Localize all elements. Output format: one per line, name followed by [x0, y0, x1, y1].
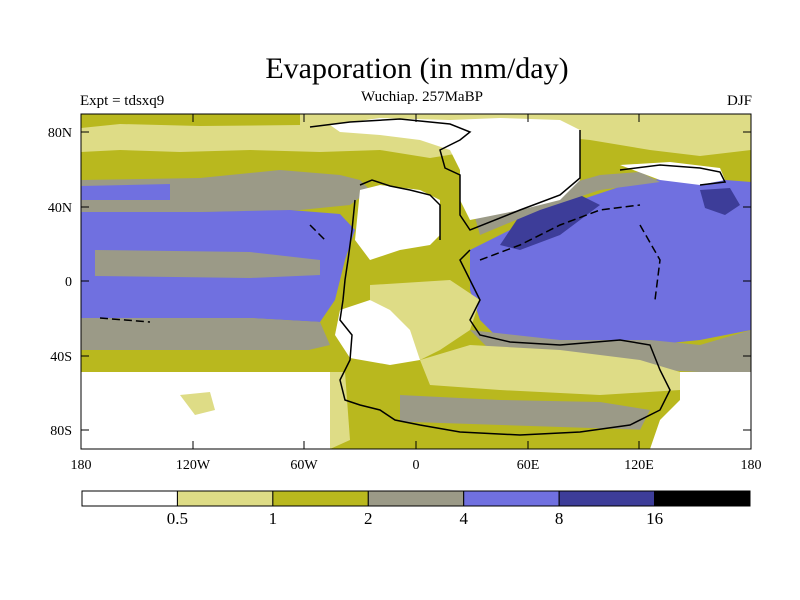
island-arc-panthalassa	[99, 317, 151, 323]
colorbar-swatch	[463, 490, 560, 507]
season-label: DJF	[726, 93, 752, 109]
island-arc-west	[309, 224, 326, 241]
lat-label-0: 0	[65, 275, 72, 290]
colorbar: 0.5 1 2 4 8 16	[81, 490, 751, 528]
lon-label-180w: 180	[71, 458, 92, 473]
field-small-patch	[180, 392, 215, 415]
colorbar-swatch	[81, 490, 178, 507]
coast-siberia	[619, 164, 727, 186]
field-tethys-grey	[470, 172, 660, 235]
longitude-ticks	[80, 114, 752, 449]
island-arc-tethys	[479, 204, 641, 261]
field-south-pale	[420, 345, 680, 395]
field-tethys-dark-blue	[500, 195, 600, 250]
field-sh-olive-west	[81, 350, 330, 372]
colorbar-swatch	[176, 490, 274, 507]
colorbar-swatch	[272, 490, 369, 507]
colorbar-swatch	[654, 490, 751, 507]
field-arctic-strip	[81, 114, 300, 128]
lon-label-60w: 60W	[290, 458, 318, 473]
colorbar-label: 8	[555, 509, 564, 528]
lat-label-40s: 40S	[50, 350, 72, 365]
island-arc-east	[639, 224, 661, 301]
island-arcs	[99, 204, 661, 323]
field-antarctic-edge	[330, 372, 350, 449]
colorbar-label: 0.5	[167, 509, 188, 528]
field-east-dark-blue	[700, 188, 740, 215]
lat-label-80n: 80N	[48, 126, 72, 141]
colorbar-label: 1	[269, 509, 278, 528]
coast-gondwana	[339, 199, 671, 436]
map-title: Evaporation (in mm/day)	[265, 52, 569, 85]
field-gondwana-pale	[370, 280, 480, 360]
field-southern-white-east	[650, 372, 751, 449]
field-equatorial-grey	[95, 250, 320, 278]
evaporation-field	[81, 114, 751, 449]
colorbar-label: 16	[646, 509, 663, 528]
colorbar-swatch	[558, 490, 656, 507]
coast-central-pangaea	[359, 179, 441, 240]
field-pangaea-west-dry	[355, 185, 440, 260]
map-subtitle: Wuchiap. 257MaBP	[361, 89, 483, 105]
latitude-ticks	[81, 131, 751, 431]
field-nh-grey	[81, 170, 370, 212]
colorbar-label: 2	[364, 509, 373, 528]
lat-label-80s: 80S	[50, 424, 72, 439]
field-sh-grey-east	[470, 330, 751, 372]
field-nh-blue-tongue	[81, 184, 170, 200]
lon-label-120w: 120W	[176, 458, 211, 473]
lon-label-120e: 120E	[624, 458, 654, 473]
experiment-label: Expt = tdsxq9	[80, 93, 165, 109]
lon-label-0: 0	[413, 458, 420, 473]
coast-north-pangaea	[309, 118, 581, 231]
field-sh-grey-west	[81, 318, 330, 352]
colorbar-label: 4	[459, 509, 468, 528]
lon-label-60e: 60E	[517, 458, 540, 473]
lon-label-180e: 180	[741, 458, 762, 473]
colorbar-swatch	[367, 490, 465, 507]
lat-label-40n: 40N	[48, 201, 72, 216]
coastlines	[309, 118, 727, 436]
field-north-pangaea-dry	[330, 118, 580, 220]
